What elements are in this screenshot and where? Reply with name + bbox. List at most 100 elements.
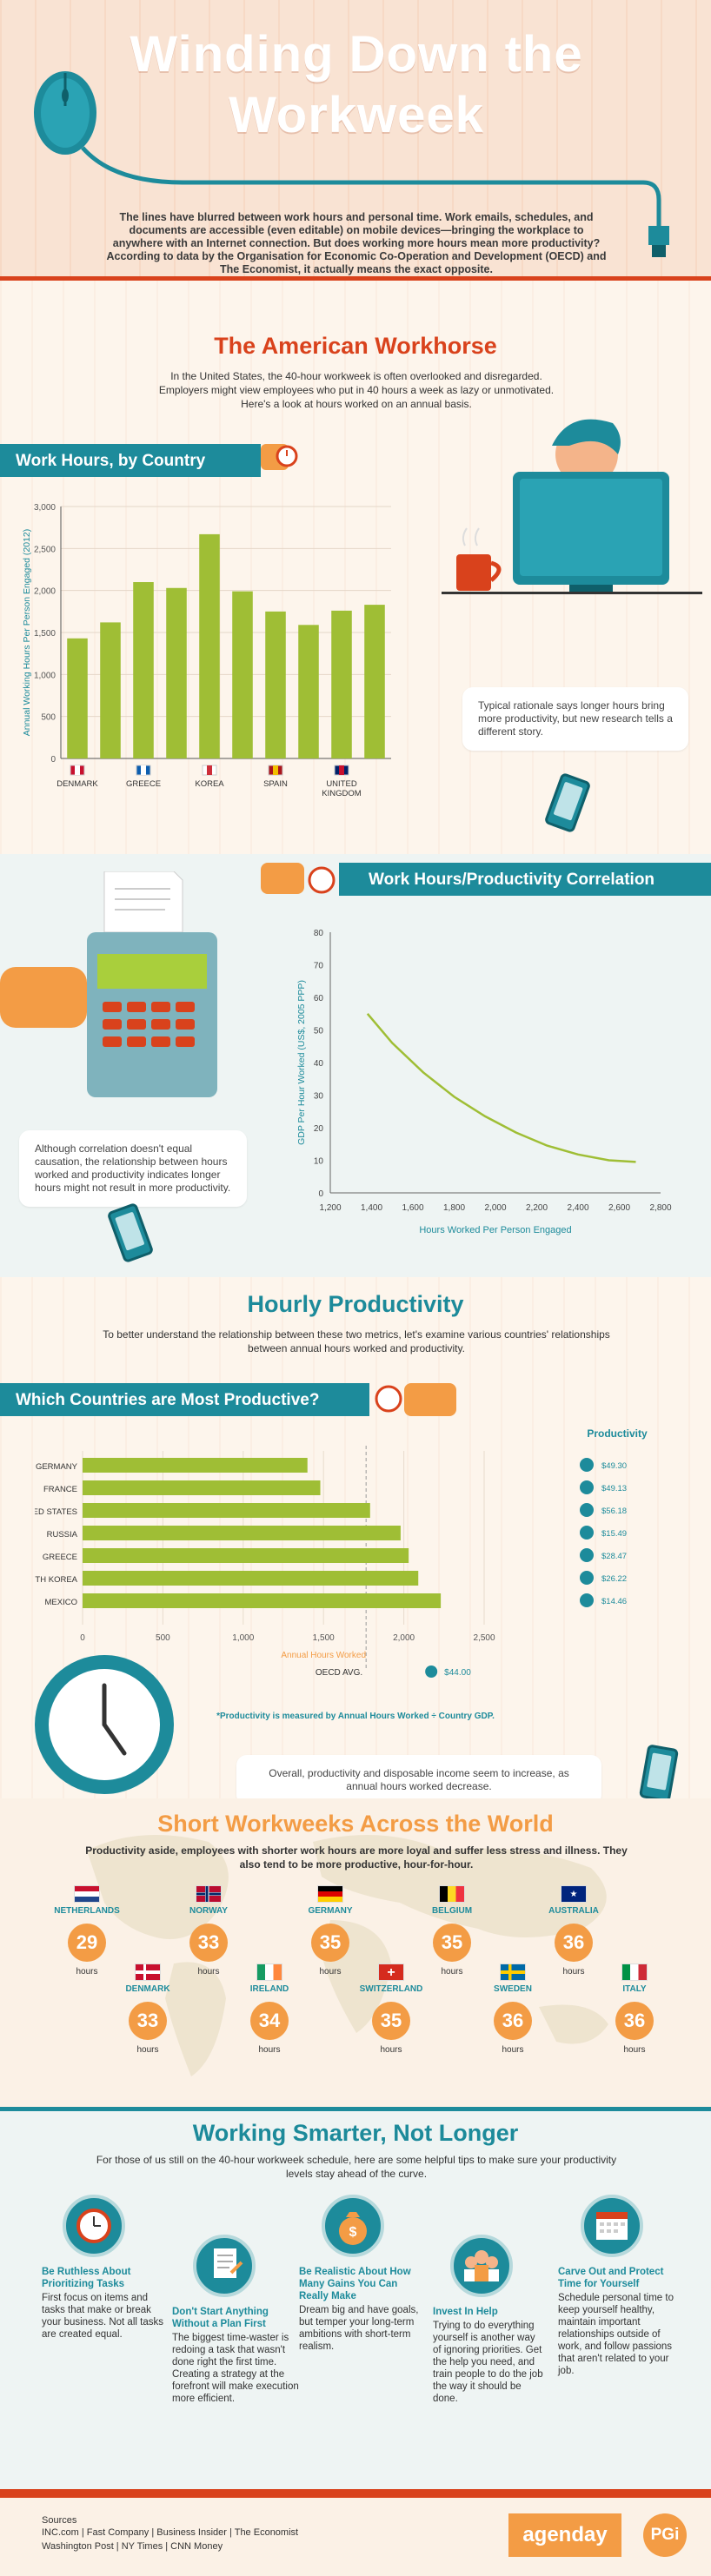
section-title: Short Workweeks Across the World [157, 1811, 554, 1837]
category-label: GREECE [126, 779, 161, 789]
bar [232, 591, 253, 758]
oecd-average-label: OECD AVG. [316, 1668, 362, 1678]
category-label: RUSSIA [47, 1530, 78, 1540]
y-tick-label: 10 [314, 1157, 324, 1167]
denmark-flag-icon [135, 1963, 161, 1981]
country-ireland: IRELAND 34 hours [222, 1963, 317, 2055]
chart-footnote: *Productivity is measured by Annual Hour… [216, 1712, 495, 1721]
y-tick-label: 0 [318, 1189, 323, 1199]
bar [298, 625, 319, 758]
stopwatch-hand-icon [375, 1383, 456, 1416]
document-plan-icon [193, 2235, 256, 2297]
italy-flag-icon [621, 1963, 648, 1981]
switzerland-flag-icon: + [378, 1963, 404, 1981]
x-tick-label: 1,600 [402, 1203, 423, 1213]
y-tick-label: 70 [314, 962, 324, 971]
y-tick-label: 1,500 [34, 629, 56, 639]
flag-icon [141, 765, 146, 775]
y-tick-label: 500 [41, 713, 56, 723]
x-tick-label: 1,400 [361, 1203, 382, 1213]
y-tick-label: 3,000 [34, 503, 56, 513]
country-denmark: DENMARK 33 hours [100, 1963, 196, 2055]
bar [100, 622, 121, 758]
speech-bubble: Overall, productivity and disposable inc… [236, 1755, 601, 1805]
flag-icon [75, 765, 80, 775]
country-norway: NORWAY 33 hours [161, 1885, 256, 1977]
x-tick-label: 0 [80, 1633, 85, 1643]
y-tick-label: 30 [314, 1092, 324, 1102]
category-label: GERMANY [36, 1462, 78, 1472]
productivity-dot [580, 1593, 594, 1607]
x-tick-label: 2,000 [484, 1203, 506, 1213]
category-label: KINGDOM [322, 789, 361, 798]
bar [199, 533, 220, 758]
stopwatch-hand-icon [261, 863, 336, 894]
bar [265, 611, 286, 758]
productivity-value: $49.13 [601, 1484, 627, 1493]
productivity-header: Productivity [587, 1427, 648, 1440]
hero-intro: The lines have blurred between work hour… [106, 211, 607, 275]
productivity-dot [580, 1458, 594, 1472]
agenday-logo[interactable]: agenday [508, 2513, 621, 2557]
desk-line [442, 592, 702, 594]
country-australia: ★ AUSTRALIA 36 hours [526, 1885, 621, 1977]
sources-label: Sources [42, 2515, 77, 2526]
bar [83, 1503, 370, 1518]
hero-section: Winding Down the Workweek The lines have… [0, 0, 711, 280]
hours-circle: 35 [311, 1924, 349, 1962]
productivity-dot [580, 1526, 594, 1540]
chart-title-bar: Work Hours, by Country [0, 444, 261, 477]
section-title: Hourly Productivity [247, 1291, 464, 1317]
page-title: Winding Down the Workweek [130, 26, 583, 143]
oecd-average-dot [425, 1665, 438, 1678]
bar [83, 1548, 409, 1563]
tip-5: Carve Out and Protect Time for Yourself … [558, 2266, 678, 2377]
sources-line: INC.com | Fast Company | Business Inside… [42, 2527, 299, 2538]
productivity-dot [580, 1503, 594, 1517]
section-intro: For those of us still on the 40-hour wor… [96, 2154, 617, 2180]
y-tick-label: 0 [50, 755, 56, 765]
category-label: DENMARK [56, 779, 98, 789]
tip-title: Carve Out and Protect Time for Yourself [558, 2267, 664, 2289]
productivity-value: $49.30 [601, 1461, 627, 1471]
tip-title: Be Ruthless About Prioritizing Tasks [42, 2267, 131, 2289]
tip-text: The biggest time-waster is redoing a tas… [172, 2333, 299, 2404]
bar [83, 1458, 308, 1473]
category-label: UNITED [326, 779, 357, 789]
x-tick-label: 2,000 [393, 1633, 415, 1643]
x-tick-label: 1,200 [319, 1203, 341, 1213]
category-label: SOUTH KOREA [35, 1575, 78, 1585]
tip-2: Don't Start Anything Without a Plan Firs… [172, 2306, 302, 2405]
tip-1: Be Ruthless About Prioritizing Tasks Fir… [42, 2266, 172, 2341]
phone-icon [543, 771, 592, 834]
norway-flag-icon [196, 1885, 222, 1903]
pgi-logo[interactable]: PGi [643, 2513, 687, 2557]
category-label: MEXICO [45, 1598, 77, 1607]
section-title: Working Smarter, Not Longer [192, 2120, 519, 2146]
x-tick-label: 2,600 [608, 1203, 630, 1213]
section-title: The American Workhorse [214, 333, 497, 359]
hours-circle: 34 [250, 2002, 289, 2040]
y-tick-label: 80 [314, 929, 324, 938]
productivity-value: $26.22 [601, 1574, 627, 1584]
category-label: UNITED STATES [35, 1507, 77, 1517]
oecd-average-value: $44.00 [444, 1668, 471, 1678]
hours-circle: 36 [494, 2002, 532, 2040]
y-tick-label: 20 [314, 1124, 324, 1134]
tip-4: Invest In Help Trying to do everything y… [433, 2306, 546, 2405]
x-tick-label: 500 [156, 1633, 170, 1643]
tip-text: Trying to do everything yourself is anot… [433, 2321, 543, 2404]
hours-circle: 36 [555, 1924, 593, 1962]
speech-bubble: Although correlation doesn't equal causa… [19, 1130, 247, 1207]
x-tick-label: 1,800 [443, 1203, 465, 1213]
stopwatch-hand-icon [261, 444, 298, 470]
tip-title: Don't Start Anything Without a Plan Firs… [172, 2307, 269, 2329]
tip-text: Dream big and have goals, but temper you… [299, 2305, 419, 2352]
hours-circle: 33 [189, 1924, 228, 1962]
category-label: FRANCE [43, 1485, 77, 1494]
section-intro: To better understand the relationship be… [103, 1328, 610, 1354]
y-tick-label: 1,000 [34, 671, 56, 680]
tip-text: First focus on items and tasks that make… [42, 2293, 163, 2340]
mouse-cable [81, 146, 669, 257]
hours-circle: 29 [68, 1924, 106, 1962]
